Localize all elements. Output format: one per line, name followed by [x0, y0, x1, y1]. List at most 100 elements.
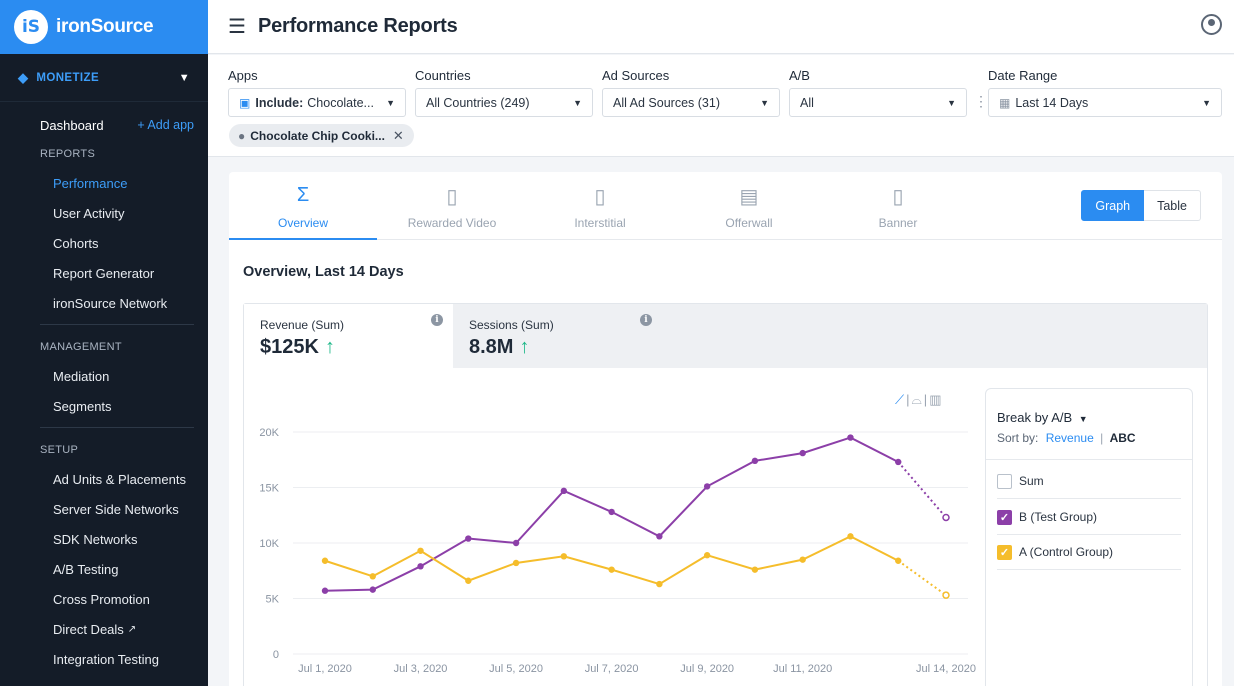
data-point — [560, 487, 568, 495]
metric-label: Sessions (Sum) — [469, 318, 554, 332]
user-account-icon[interactable] — [1201, 14, 1222, 35]
sidebar-item-integration-testing[interactable]: Integration Testing — [53, 651, 159, 667]
checkbox-checked[interactable]: ✓ — [997, 544, 1012, 560]
data-point — [417, 547, 424, 554]
data-point — [656, 580, 663, 588]
data-point — [560, 553, 568, 560]
sidebar-item-dashboard[interactable]: Dashboard — [40, 117, 104, 133]
sidebar-item-direct-deals[interactable]: Direct Deals ↗ — [0, 614, 208, 644]
apps-value: Chocolate... — [307, 95, 374, 110]
data-point — [799, 556, 806, 563]
legend-label: Sum — [1019, 474, 1044, 488]
legend-item-b-test-group[interactable]: ✓ B (Test Group) — [997, 500, 1181, 535]
ab-label: A/B — [789, 68, 810, 83]
checkbox-checked[interactable]: ✓ — [997, 509, 1012, 525]
brand-header[interactable]: iS ironSource — [0, 0, 208, 54]
data-point — [465, 577, 472, 584]
metric-tab-revenue[interactable]: Revenue (Sum) $125K ↑ i — [244, 304, 453, 368]
metric-tab-filler — [662, 304, 1207, 368]
tab-label: Rewarded Video — [407, 216, 497, 230]
banner-phone-icon: ▯ — [892, 186, 904, 208]
bar-chart-icon[interactable]: ▥ — [929, 392, 942, 407]
diamond-icon: ◆ — [18, 69, 29, 85]
caret-down-icon: ▼ — [386, 97, 395, 108]
tab-rewarded-video[interactable]: ▯ Rewarded Video — [378, 172, 526, 240]
calendar-icon: ▦ — [999, 95, 1011, 110]
break-by-dropdown[interactable]: Break by A/B ▼ — [997, 410, 1088, 425]
graph-button[interactable]: Graph — [1081, 190, 1145, 221]
tab-label: Offerwall — [725, 216, 773, 230]
sidebar-item-cross-promotion[interactable]: Cross Promotion — [53, 591, 150, 607]
tab-offerwall[interactable]: ▤ Offerwall — [675, 172, 823, 240]
section-header-reports: REPORTS — [40, 148, 96, 160]
sidebar-item-ironsource-network[interactable]: ironSource Network — [53, 295, 168, 311]
breakdown-panel: Break by A/B ▼ Sort by: Revenue | ABC Su… — [985, 388, 1193, 686]
data-point — [369, 573, 376, 580]
data-point — [512, 539, 520, 547]
sort-revenue-link[interactable]: Revenue — [1045, 431, 1094, 445]
sidebar-item-sdk-networks[interactable]: SDK Networks — [53, 531, 138, 547]
data-point — [895, 458, 902, 466]
sidebar-item-mediation[interactable]: Mediation — [53, 368, 110, 384]
sidebar-item-performance[interactable]: Performance — [53, 175, 128, 191]
tab-interstitial[interactable]: ▯ Interstitial — [526, 172, 674, 240]
sort-abc-link[interactable]: ABC — [1109, 431, 1136, 445]
info-icon[interactable]: i — [640, 314, 652, 326]
caret-down-icon: ▼ — [947, 97, 956, 108]
monetize-dropdown[interactable]: ◆ MONETIZE ▼ — [0, 54, 208, 102]
data-point — [703, 483, 711, 490]
legend-label: A (Control Group) — [1019, 545, 1114, 559]
info-icon[interactable]: i — [431, 314, 443, 326]
chart-type-switcher: ⟋ | ⌓ | ▥ — [895, 392, 942, 407]
series-projection-line — [897, 461, 947, 519]
caret-down-icon: ▼ — [573, 97, 582, 108]
data-point — [608, 508, 615, 516]
sidebar-item-user-activity[interactable]: User Activity — [53, 205, 125, 221]
sidebar-item-report-generator[interactable]: Report Generator — [53, 265, 155, 281]
metrics-panel: Revenue (Sum) $125K ↑ i Sessions (Sum) 8.… — [243, 303, 1208, 686]
countries-value: All Countries (249) — [426, 95, 530, 110]
ad-sources-select[interactable]: All Ad Sources (31) ▼ — [602, 88, 780, 117]
sidebar-item-segments[interactable]: Segments — [53, 398, 112, 414]
data-point — [942, 513, 950, 522]
line-chart-icon[interactable]: ⟋ — [895, 392, 905, 407]
sidebar-item-cohorts[interactable]: Cohorts — [53, 235, 99, 251]
data-point — [321, 587, 329, 594]
y-tick-label: 10K — [259, 538, 279, 550]
more-options-icon[interactable]: ⋮ — [974, 93, 988, 109]
area-chart-icon[interactable]: ⌓ — [911, 392, 922, 407]
phone-icon: ▯ — [594, 186, 606, 208]
data-point — [847, 434, 854, 441]
legend-item-sum[interactable]: Sum — [997, 464, 1181, 499]
ab-select[interactable]: All ▼ — [789, 88, 967, 117]
legend-item-a-control-group[interactable]: ✓ A (Control Group) — [997, 535, 1181, 570]
sidebar-item-ad-units[interactable]: Ad Units & Placements — [53, 471, 186, 487]
sort-controls: Sort by: Revenue | ABC — [997, 431, 1136, 445]
metric-tab-sessions[interactable]: Sessions (Sum) 8.8M ↑ i — [453, 304, 662, 368]
app-filter-chip: ● Chocolate Chip Cooki... ✕ — [229, 124, 414, 147]
monetize-label: MONETIZE — [36, 71, 100, 84]
date-range-select[interactable]: ▦ Last 14 Days ▼ — [988, 88, 1222, 117]
divider — [40, 427, 194, 428]
checkbox[interactable] — [997, 473, 1012, 489]
revenue-line-chart: 0 5K 10K 15K 20K Jul 1, 2020 Jul 3, 2020 Jul 5,… — [259, 427, 976, 675]
data-point — [608, 566, 615, 573]
tab-overview[interactable]: Σ Overview — [229, 172, 377, 240]
y-tick-label: 15K — [259, 483, 279, 495]
hamburger-menu-icon[interactable]: ☰ — [228, 16, 246, 38]
data-point — [847, 533, 854, 540]
countries-select[interactable]: All Countries (249) ▼ — [415, 88, 593, 117]
sidebar-item-ab-testing[interactable]: A/B Testing — [53, 561, 119, 577]
brand-name: ironSource — [56, 16, 154, 37]
table-button[interactable]: Table — [1144, 190, 1201, 221]
data-point — [799, 449, 806, 457]
filters-bar: Apps ▣ Include: Chocolate... ▼ Countries… — [208, 55, 1234, 157]
app-chip-label: Chocolate Chip Cooki... — [250, 128, 385, 143]
apps-select[interactable]: ▣ Include: Chocolate... ▼ — [228, 88, 406, 117]
add-app-link[interactable]: + Add app — [137, 118, 194, 132]
remove-chip-icon[interactable]: ✕ — [392, 127, 404, 143]
include-icon: ▣ — [239, 95, 251, 110]
y-tick-label: 5K — [266, 594, 280, 606]
tab-banner[interactable]: ▯ Banner — [824, 172, 972, 240]
sidebar-item-server-side-networks[interactable]: Server Side Networks — [53, 501, 179, 517]
